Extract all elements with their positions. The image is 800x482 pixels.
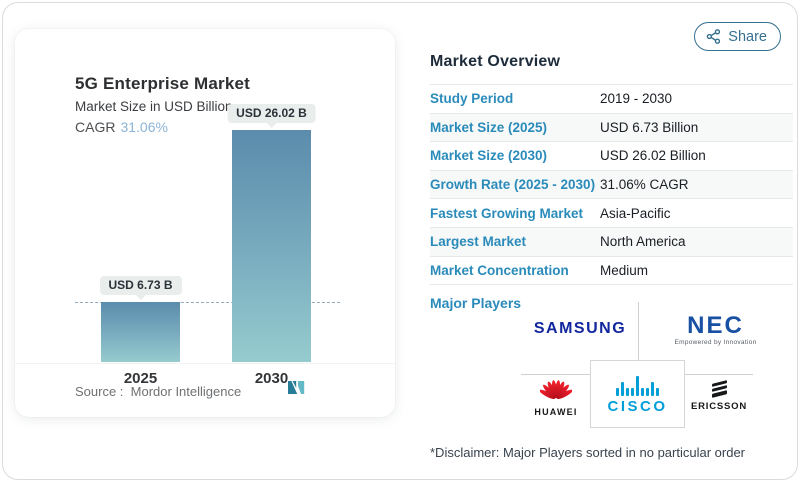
row-value: 31.06% CAGR: [600, 177, 689, 193]
mordor-intelligence-logo: [288, 381, 305, 394]
nec-logo: NEC Empowered by Innovation: [643, 304, 788, 356]
ericsson-wordmark: ERICSSON: [690, 401, 748, 413]
share-button[interactable]: Share: [694, 22, 781, 51]
overview-table: Study Period 2019 - 2030 Market Size (2025…: [430, 84, 793, 286]
table-row: Largest Market North America: [430, 227, 793, 257]
table-row: Study Period 2019 - 2030: [430, 85, 793, 114]
nec-wordmark: NEC: [687, 311, 744, 339]
cagr-value: 31.06%: [120, 119, 168, 135]
cisco-bridge-icon: [616, 374, 659, 396]
table-row: Fastest Growing Market Asia-Pacific: [430, 199, 793, 228]
source-text: Source : Mordor Intelligence: [75, 384, 242, 399]
cagr-label: CAGR: [75, 119, 116, 135]
row-value: Medium: [600, 262, 649, 278]
row-value: USD 6.73 Billion: [600, 119, 699, 135]
bar-value-label: USD 6.73 B: [99, 275, 182, 295]
row-label: Largest Market: [430, 234, 527, 250]
cagr-line: CAGR 31.06%: [75, 119, 168, 135]
players-horizontal-divider-left: [521, 374, 590, 375]
overview-panel: Share Market Overview Study Period 2019 -…: [430, 3, 793, 479]
samsung-logo: SAMSUNG: [490, 306, 670, 352]
x-tick-label: 2030: [254, 370, 289, 387]
chart-subtitle: Market Size in USD Billion: [75, 99, 233, 114]
table-row: Growth Rate (2025 - 2030) 31.06% CAGR: [430, 170, 793, 200]
players-vertical-divider: [638, 302, 639, 360]
row-value: North America: [600, 234, 686, 250]
major-players-grid: SAMSUNG NEC Empowered by Innovation: [430, 300, 793, 428]
chart-panel: 5G Enterprise Market Market Size in USD …: [15, 29, 395, 417]
row-label: Study Period: [430, 91, 514, 107]
ericsson-logo: ERICSSON: [679, 370, 759, 424]
cisco-wordmark: CISCO: [607, 397, 668, 415]
bar-2025: [101, 301, 180, 362]
huawei-flower-icon: [540, 380, 572, 399]
samsung-wordmark: SAMSUNG: [533, 320, 627, 337]
row-value: Asia-Pacific: [600, 205, 671, 221]
row-label: Market Concentration: [430, 262, 569, 278]
row-label: Market Size (2025): [430, 119, 548, 135]
overview-heading: Market Overview: [430, 53, 561, 70]
share-label: Share: [728, 28, 767, 45]
chart-title: 5G Enterprise Market: [75, 74, 251, 93]
bar-chart: USD 6.73 B 2025 USD 26.02 B 2030: [75, 103, 341, 403]
nec-tagline: Empowered by Innovation: [674, 338, 757, 346]
x-tick-label: 2025: [123, 370, 158, 387]
bar-value-label: USD 26.02 B: [227, 104, 316, 123]
row-label: Growth Rate (2025 - 2030): [430, 177, 596, 193]
table-row: Market Size (2030) USD 26.02 Billion: [430, 142, 793, 171]
table-row: Market Concentration Medium: [430, 257, 793, 286]
players-horizontal-divider-right: [685, 374, 753, 375]
major-players-label: Major Players: [430, 295, 522, 311]
huawei-logo: HUAWEI: [516, 368, 596, 426]
cisco-logo: CISCO: [590, 360, 685, 428]
row-value: 2019 - 2030: [600, 91, 673, 107]
row-value: USD 26.02 Billion: [600, 148, 706, 164]
huawei-wordmark: HUAWEI: [534, 407, 578, 417]
share-icon: [707, 29, 721, 44]
source-row: Source : Mordor Intelligence: [15, 363, 395, 417]
disclaimer-text: *Disclaimer: Major Players sorted in no …: [430, 445, 746, 460]
row-label: Fastest Growing Market: [430, 205, 584, 221]
row-label: Market Size (2030): [430, 148, 548, 164]
bar-2030: [232, 130, 311, 362]
source-name: Mordor Intelligence: [130, 384, 242, 399]
reference-line: [75, 301, 340, 303]
table-row: Market Size (2025) USD 6.73 Billion: [430, 113, 793, 143]
ericsson-bars-icon: [711, 379, 727, 398]
